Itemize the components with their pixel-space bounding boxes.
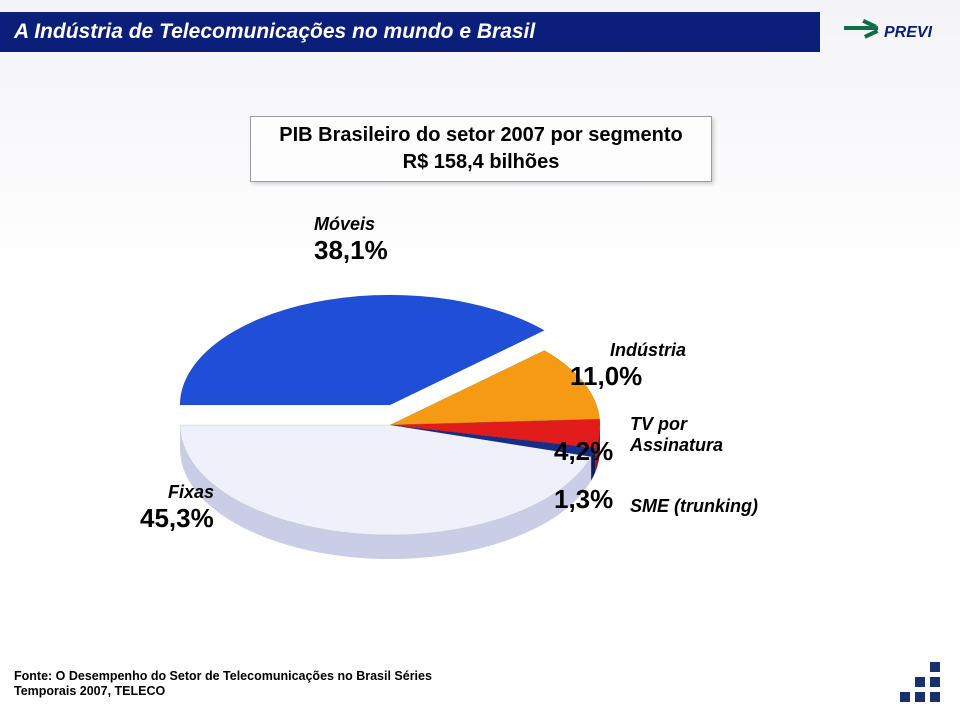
label-industria-name: Indústria [610,340,686,361]
title-bar: A Indústria de Telecomunicações no mundo… [0,12,820,52]
label-sme-value: 1,3% [554,484,613,515]
subtitle-box: PIB Brasileiro do setor 2007 por segment… [250,116,712,182]
label-tv-name: TV por Assinatura [630,414,723,456]
slide: A Indústria de Telecomunicações no mundo… [0,0,960,720]
label-industria: Indústria 11,0% [610,340,686,392]
label-moveis: Móveis 38,1% [314,214,388,266]
previ-logo: PREVI [842,14,942,50]
source-text: Fonte: O Desempenho do Setor de Telecomu… [14,669,432,700]
page-title: A Indústria de Telecomunicações no mundo… [14,20,535,44]
subtitle-line-1: PIB Brasileiro do setor 2007 por segment… [251,122,711,149]
label-tv-value: 4,2% [554,436,613,467]
label-fixas-value: 45,3% [140,503,214,534]
label-moveis-value: 38,1% [314,235,388,266]
label-sme-name: SME (trunking) [630,496,758,517]
pie-chart: Móveis 38,1% Indústria 11,0% 4,2% TV por… [150,250,810,650]
label-moveis-name: Móveis [314,214,388,235]
label-fixas-name: Fixas [168,482,214,503]
svg-text:PREVI: PREVI [884,24,933,41]
label-fixas: Fixas 45,3% [140,482,214,534]
label-industria-value: 11,0% [570,361,686,392]
subtitle-line-2: R$ 158,4 bilhões [251,149,711,176]
decoration-dots [900,657,940,702]
